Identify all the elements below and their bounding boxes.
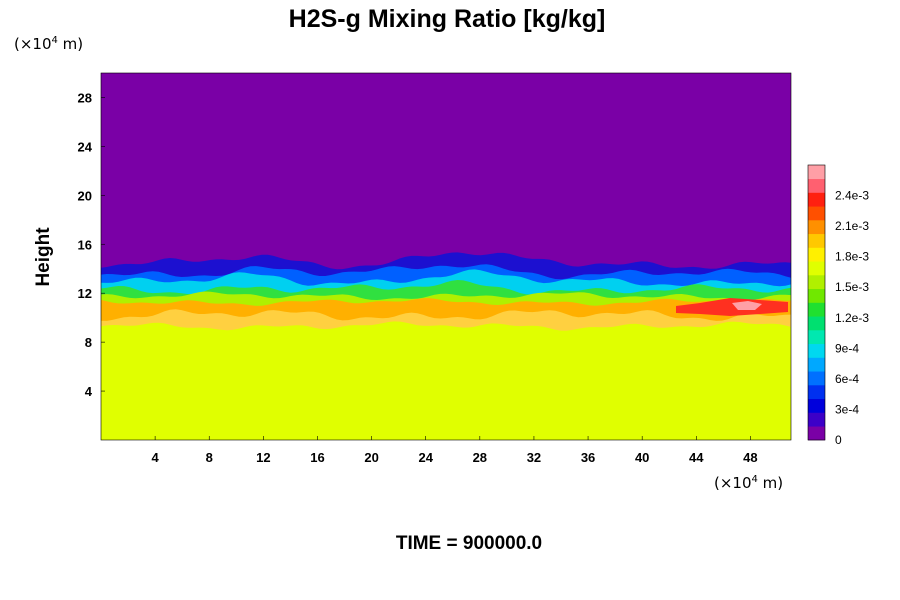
chart-title: H2S-g Mixing Ratio [kg/kg] bbox=[289, 5, 606, 33]
colorbar-tick-label: 1.8e-3 bbox=[835, 250, 869, 264]
x-tick-label: 24 bbox=[418, 450, 433, 465]
x-tick-label: 40 bbox=[635, 450, 649, 465]
x-unit-label: (×104 m) bbox=[714, 474, 783, 492]
layer-yellow bbox=[101, 321, 791, 440]
colorbar-tick-label: 1.5e-3 bbox=[835, 280, 869, 294]
colorbar-swatch bbox=[808, 426, 825, 441]
layer-pink-patch bbox=[732, 301, 762, 310]
y-axis-label: Height bbox=[33, 227, 54, 287]
heat-layers bbox=[101, 252, 791, 440]
y-tick-label: 12 bbox=[78, 286, 92, 301]
colorbar-swatch bbox=[808, 343, 825, 358]
x-tick-label: 44 bbox=[689, 450, 704, 465]
y-tick-label: 24 bbox=[78, 139, 93, 154]
x-tick-label: 32 bbox=[527, 450, 541, 465]
colorbar-swatch bbox=[808, 316, 825, 331]
colorbar-swatch bbox=[808, 178, 825, 193]
colorbar-swatch bbox=[808, 165, 825, 180]
y-axis-ticks: 4 8 12 16 20 24 28 bbox=[78, 90, 105, 399]
colorbar-swatch bbox=[808, 261, 825, 276]
y-tick-label: 8 bbox=[85, 335, 92, 350]
y-tick-label: 28 bbox=[78, 90, 92, 105]
colorbar-tick-label: 6e-4 bbox=[835, 372, 859, 386]
colorbar: 0 3e-4 6e-4 9e-4 1.2e-3 1.5e-3 1.8e-3 2.1e-3 2.4… bbox=[807, 164, 869, 447]
x-tick-label: 8 bbox=[206, 450, 213, 465]
x-tick-label: 16 bbox=[310, 450, 324, 465]
plot-area bbox=[100, 72, 792, 441]
x-axis-ticks: 4 8 12 16 20 24 28 32 36 40 44 48 bbox=[152, 436, 758, 465]
colorbar-swatch bbox=[808, 385, 825, 400]
colorbar-swatch bbox=[808, 330, 825, 345]
x-tick-label: 4 bbox=[152, 450, 160, 465]
x-tick-label: 36 bbox=[581, 450, 595, 465]
colorbar-swatch bbox=[808, 220, 825, 235]
layer-red-patch bbox=[676, 298, 788, 316]
colorbar-swatch bbox=[808, 357, 825, 372]
x-tick-label: 28 bbox=[473, 450, 487, 465]
colorbar-swatch bbox=[808, 192, 825, 207]
colorbar-tick-label: 2.1e-3 bbox=[835, 219, 869, 233]
colorbar-tick-label: 1.2e-3 bbox=[835, 311, 869, 325]
colorbar-frame bbox=[807, 164, 826, 441]
colorbar-swatch bbox=[808, 275, 825, 290]
time-label: TIME = 900000.0 bbox=[396, 533, 542, 554]
colorbar-tick-label: 2.4e-3 bbox=[835, 189, 869, 203]
colorbar-swatch bbox=[808, 206, 825, 221]
colorbar-swatch bbox=[808, 412, 825, 427]
colorbar-swatch bbox=[808, 288, 825, 303]
colorbar-swatch bbox=[808, 247, 825, 262]
x-tick-label: 48 bbox=[743, 450, 757, 465]
colorbar-tick-label: 3e-4 bbox=[835, 402, 859, 416]
x-tick-label: 12 bbox=[256, 450, 270, 465]
plot-frame bbox=[100, 72, 792, 441]
y-tick-label: 16 bbox=[78, 237, 92, 252]
y-tick-label: 4 bbox=[85, 384, 93, 399]
colorbar-swatch bbox=[808, 233, 825, 248]
colorbar-swatch bbox=[808, 302, 825, 317]
y-tick-label: 20 bbox=[78, 188, 92, 203]
x-tick-label: 20 bbox=[364, 450, 378, 465]
y-unit-label: (×104 m) bbox=[14, 35, 83, 53]
colorbar-swatch bbox=[808, 398, 825, 413]
colorbar-tick-label: 9e-4 bbox=[835, 341, 859, 355]
colorbar-tick-label: 0 bbox=[835, 433, 842, 447]
colorbar-swatch bbox=[808, 371, 825, 386]
